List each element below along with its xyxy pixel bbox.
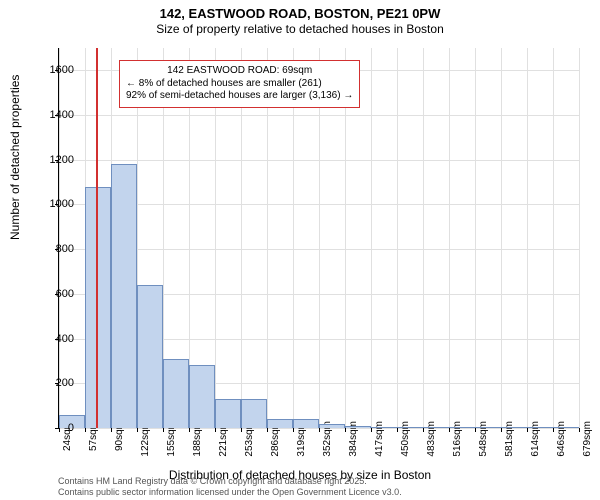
histogram-bar xyxy=(371,427,397,428)
grid-line-v xyxy=(59,48,60,428)
histogram-bar xyxy=(319,424,345,428)
title-main: 142, EASTWOOD ROAD, BOSTON, PE21 0PW xyxy=(0,6,600,22)
ytick-label: 200 xyxy=(34,377,74,389)
histogram-bar xyxy=(553,427,579,428)
histogram-bar xyxy=(137,285,163,428)
title-sub: Size of property relative to detached ho… xyxy=(0,22,600,36)
grid-line-v xyxy=(579,48,580,428)
xtick-mark xyxy=(397,428,398,432)
grid-line-v xyxy=(423,48,424,428)
histogram-bar xyxy=(449,427,475,428)
ytick-label: 400 xyxy=(34,333,74,345)
annotation-line: 142 EASTWOOD ROAD: 69sqm xyxy=(126,65,353,78)
histogram-bar xyxy=(501,427,527,428)
histogram-bar xyxy=(267,419,293,428)
histogram-bar xyxy=(345,426,371,428)
grid-line-v xyxy=(475,48,476,428)
xtick-mark xyxy=(423,428,424,432)
xtick-mark xyxy=(267,428,268,432)
annotation-line: 92% of semi-detached houses are larger (… xyxy=(126,90,353,103)
xtick-mark xyxy=(579,428,580,432)
y-axis-title: Number of detached properties xyxy=(8,75,22,240)
xtick-mark xyxy=(163,428,164,432)
histogram-bar xyxy=(85,187,111,428)
ytick-label: 600 xyxy=(34,288,74,300)
histogram-bar xyxy=(397,427,423,428)
reference-line xyxy=(96,48,98,428)
xtick-mark xyxy=(319,428,320,432)
histogram-bar xyxy=(241,399,267,428)
xtick-label: 679sqm xyxy=(582,421,593,457)
histogram-bar xyxy=(189,365,215,428)
histogram-bar xyxy=(111,164,137,428)
annotation-box: 142 EASTWOOD ROAD: 69sqm← 8% of detached… xyxy=(119,60,360,108)
attribution: Contains HM Land Registry data © Crown c… xyxy=(58,476,402,498)
xtick-mark xyxy=(371,428,372,432)
histogram-bar xyxy=(423,427,449,428)
histogram-bar xyxy=(293,419,319,428)
grid-line-v xyxy=(449,48,450,428)
ytick-label: 800 xyxy=(34,243,74,255)
xtick-mark xyxy=(189,428,190,432)
grid-line-v xyxy=(553,48,554,428)
xtick-mark xyxy=(501,428,502,432)
histogram-bar xyxy=(163,359,189,428)
grid-line-v xyxy=(371,48,372,428)
xtick-mark xyxy=(293,428,294,432)
attribution-line2: Contains public sector information licen… xyxy=(58,487,402,498)
xtick-mark xyxy=(215,428,216,432)
ytick-label: 0 xyxy=(34,422,74,434)
histogram-bar xyxy=(215,399,241,428)
ytick-label: 1000 xyxy=(34,198,74,210)
grid-line-v xyxy=(501,48,502,428)
xtick-mark xyxy=(137,428,138,432)
ytick-label: 1600 xyxy=(34,64,74,76)
annotation-line: ← 8% of detached houses are smaller (261… xyxy=(126,78,353,91)
chart: 24sqm57sqm90sqm122sqm155sqm188sqm221sqm2… xyxy=(58,48,578,428)
ytick-label: 1400 xyxy=(34,109,74,121)
attribution-line1: Contains HM Land Registry data © Crown c… xyxy=(58,476,402,487)
xtick-mark xyxy=(553,428,554,432)
histogram-bar xyxy=(475,427,501,428)
xtick-mark xyxy=(85,428,86,432)
xtick-mark xyxy=(111,428,112,432)
plot-area: 24sqm57sqm90sqm122sqm155sqm188sqm221sqm2… xyxy=(58,48,579,429)
xtick-mark xyxy=(475,428,476,432)
grid-line-v xyxy=(527,48,528,428)
ytick-label: 1200 xyxy=(34,154,74,166)
histogram-bar xyxy=(527,427,553,428)
title-block: 142, EASTWOOD ROAD, BOSTON, PE21 0PW Siz… xyxy=(0,0,600,36)
grid-line-v xyxy=(397,48,398,428)
xtick-mark xyxy=(527,428,528,432)
xtick-mark xyxy=(241,428,242,432)
xtick-mark xyxy=(345,428,346,432)
xtick-mark xyxy=(449,428,450,432)
